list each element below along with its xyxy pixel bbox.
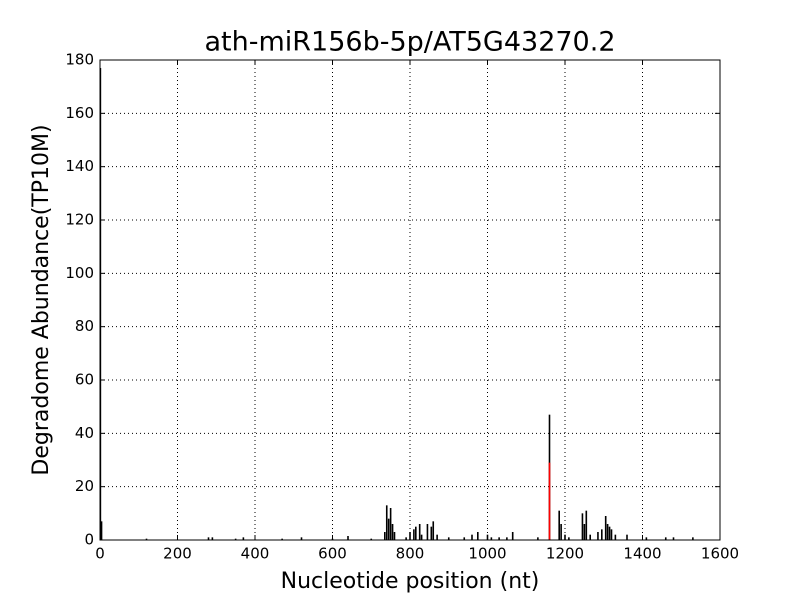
x-tick-label: 200 [163, 545, 192, 563]
x-tick-label: 1600 [701, 545, 739, 563]
x-tick-label: 400 [241, 545, 270, 563]
y-tick-label: 140 [65, 157, 94, 175]
x-tick-label: 600 [318, 545, 347, 563]
y-tick-label: 100 [65, 264, 94, 282]
x-tick-label: 1000 [468, 545, 506, 563]
x-axis-label: Nucleotide position (nt) [281, 569, 540, 594]
y-tick-label: 180 [65, 51, 94, 69]
y-tick-label: 60 [75, 371, 94, 389]
y-tick-label: 80 [75, 317, 94, 335]
x-tick-label: 1200 [546, 545, 584, 563]
y-tick-label: 160 [65, 104, 94, 122]
chart-title: ath-miR156b-5p/AT5G43270.2 [205, 27, 616, 58]
x-tick-label: 0 [95, 545, 105, 563]
x-tick-label: 1400 [623, 545, 661, 563]
y-tick-label: 0 [84, 531, 94, 549]
x-tick-label: 800 [396, 545, 425, 563]
y-axis-label: Degradome Abundance(TP10M) [29, 124, 54, 475]
y-tick-label: 120 [65, 211, 94, 229]
y-tick-label: 40 [75, 424, 94, 442]
y-tick-label: 20 [75, 477, 94, 495]
